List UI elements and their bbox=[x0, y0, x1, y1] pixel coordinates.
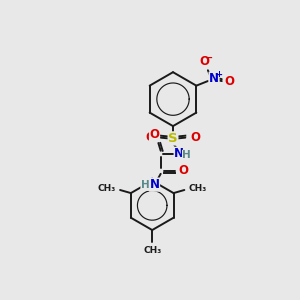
Text: CH₃: CH₃ bbox=[188, 184, 206, 193]
Text: N: N bbox=[174, 147, 184, 160]
Text: −: − bbox=[206, 53, 214, 63]
Text: O: O bbox=[190, 131, 200, 144]
Text: CH₃: CH₃ bbox=[98, 184, 116, 193]
Text: O: O bbox=[146, 131, 156, 144]
Text: H: H bbox=[141, 180, 150, 190]
Text: +: + bbox=[215, 70, 222, 79]
Text: H: H bbox=[182, 150, 191, 160]
Text: N: N bbox=[209, 72, 219, 85]
Text: O: O bbox=[224, 74, 234, 88]
Text: O: O bbox=[178, 164, 188, 177]
Text: CH₃: CH₃ bbox=[143, 246, 161, 255]
Text: O: O bbox=[200, 55, 210, 68]
Text: S: S bbox=[168, 132, 178, 145]
Text: O: O bbox=[149, 128, 160, 141]
Text: N: N bbox=[149, 178, 160, 191]
